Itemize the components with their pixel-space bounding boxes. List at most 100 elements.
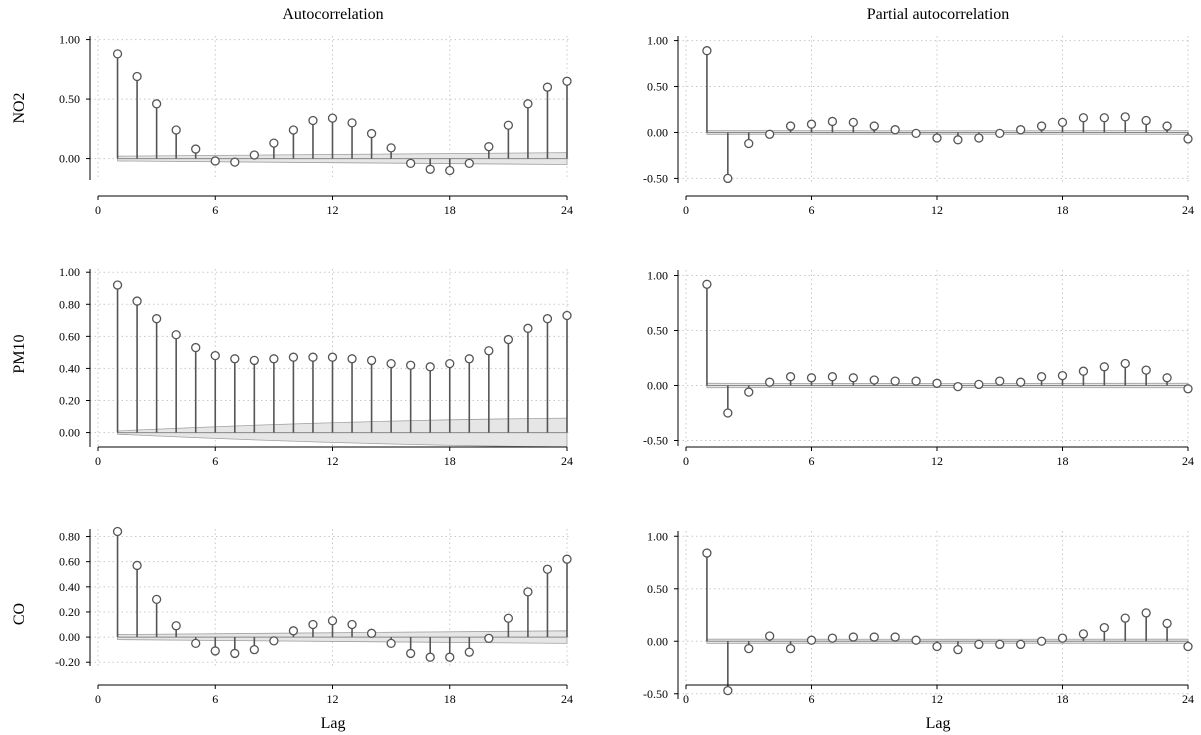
marker-lag-15 bbox=[386, 638, 396, 649]
marker-lag-10 bbox=[288, 626, 299, 636]
y-tick-label: 0.00 bbox=[647, 125, 668, 139]
marker-lag-10 bbox=[288, 125, 299, 135]
x-tick-label: 6 bbox=[212, 692, 218, 706]
marker-lag-17 bbox=[1036, 372, 1047, 382]
marker-lag-14 bbox=[974, 133, 984, 143]
marker-lag-2 bbox=[132, 71, 142, 82]
marker-lag-1 bbox=[702, 548, 712, 558]
marker-lag-18 bbox=[445, 358, 455, 369]
marker-lag-19 bbox=[1078, 113, 1089, 123]
x-tick-label: 12 bbox=[327, 203, 339, 217]
marker-lag-14 bbox=[366, 355, 377, 366]
marker-lag-6 bbox=[210, 646, 220, 656]
y-tick-label: 1.00 bbox=[59, 33, 80, 47]
x-tick-label: 24 bbox=[1182, 692, 1194, 706]
marker-lag-17 bbox=[425, 362, 435, 372]
marker-lag-11 bbox=[911, 128, 921, 139]
marker-lag-23 bbox=[1162, 373, 1172, 383]
marker-lag-6 bbox=[210, 156, 220, 166]
marker-lag-13 bbox=[953, 381, 963, 392]
marker-lag-15 bbox=[995, 639, 1005, 650]
marker-lag-21 bbox=[503, 120, 514, 130]
marker-lag-9 bbox=[869, 632, 879, 642]
marker-lag-20 bbox=[484, 346, 494, 356]
x-tick-label: 12 bbox=[931, 203, 943, 217]
marker-lag-9 bbox=[869, 121, 879, 131]
x-tick-label: 0 bbox=[95, 454, 101, 468]
x-tick-label: 24 bbox=[561, 203, 573, 217]
marker-lag-11 bbox=[911, 635, 921, 645]
marker-lag-5 bbox=[191, 144, 201, 154]
x-tick-label: 12 bbox=[327, 454, 339, 468]
x-tick-label: 12 bbox=[931, 692, 943, 706]
marker-lag-23 bbox=[1162, 121, 1172, 131]
x-tick-label: 24 bbox=[1182, 203, 1194, 217]
marker-lag-16 bbox=[1016, 377, 1026, 387]
marker-lag-23 bbox=[542, 564, 553, 574]
y-tick-label: 0.40 bbox=[59, 361, 80, 375]
marker-lag-16 bbox=[1016, 639, 1026, 650]
y-tick-label: 0.00 bbox=[59, 152, 80, 166]
marker-lag-12 bbox=[327, 113, 338, 123]
marker-lag-11 bbox=[911, 376, 921, 386]
marker-lag-2 bbox=[723, 685, 733, 696]
marker-lag-18 bbox=[1057, 370, 1068, 381]
marker-lag-16 bbox=[406, 360, 416, 370]
marker-lag-4 bbox=[171, 125, 181, 135]
marker-lag-3 bbox=[744, 387, 754, 397]
marker-lag-5 bbox=[191, 342, 201, 353]
marker-lag-7 bbox=[230, 354, 240, 364]
marker-lag-3 bbox=[744, 643, 754, 654]
marker-lag-6 bbox=[210, 350, 220, 361]
marker-lag-11 bbox=[308, 619, 318, 630]
marker-lag-5 bbox=[785, 372, 796, 382]
y-tick-label: 0.50 bbox=[59, 92, 80, 106]
marker-lag-13 bbox=[347, 118, 357, 128]
marker-lag-1 bbox=[112, 526, 123, 537]
x-tick-label: 6 bbox=[809, 454, 815, 468]
marker-lag-6 bbox=[806, 373, 817, 383]
marker-lag-13 bbox=[953, 135, 963, 145]
x-tick-label: 0 bbox=[683, 203, 689, 217]
marker-lag-14 bbox=[974, 639, 984, 650]
panel-co-acf: -0.20 0.00 0.20 0.40 0.60 0.80 0 6 12 18 24 bbox=[55, 526, 573, 706]
panel-pm10-pacf: -0.50 0.00 0.50 1.00 0 6 12 18 24 bbox=[643, 269, 1194, 469]
marker-lag-13 bbox=[347, 619, 357, 630]
marker-lag-24 bbox=[1183, 641, 1193, 652]
marker-lag-2 bbox=[723, 173, 733, 184]
y-tick-label: 1.00 bbox=[647, 529, 668, 543]
x-tick-label: 24 bbox=[561, 692, 573, 706]
marker-lag-16 bbox=[406, 158, 416, 168]
marker-lag-21 bbox=[503, 334, 514, 345]
marker-lag-3 bbox=[151, 594, 162, 605]
marker-lag-13 bbox=[953, 645, 963, 655]
marker-lag-1 bbox=[702, 46, 712, 56]
x-tick-label: 18 bbox=[1057, 692, 1069, 706]
marker-lag-24 bbox=[562, 554, 572, 564]
marker-lag-2 bbox=[132, 560, 142, 571]
marker-lag-3 bbox=[151, 314, 162, 324]
y-tick-label: 0.50 bbox=[647, 582, 668, 596]
panel-co-pacf: -0.50 0.00 0.50 1.00 0 6 12 18 24 bbox=[643, 529, 1194, 706]
y-tick-label: 0.40 bbox=[59, 580, 80, 594]
x-tick-label: 12 bbox=[931, 454, 943, 468]
marker-lag-8 bbox=[249, 150, 259, 160]
marker-lag-22 bbox=[1141, 365, 1151, 375]
y-tick-label: 0.00 bbox=[647, 379, 668, 393]
marker-lag-4 bbox=[765, 377, 775, 387]
x-tick-label: 0 bbox=[95, 692, 101, 706]
marker-lag-5 bbox=[785, 121, 796, 131]
marker-lag-23 bbox=[1162, 618, 1172, 629]
column-title-acf: Autocorrelation bbox=[282, 6, 383, 23]
row-label-co: CO bbox=[11, 603, 28, 625]
x-tick-label: 24 bbox=[561, 454, 573, 468]
marker-lag-5 bbox=[785, 643, 796, 654]
marker-lag-13 bbox=[347, 354, 357, 364]
marker-lag-20 bbox=[1099, 362, 1109, 372]
marker-lag-10 bbox=[890, 376, 900, 386]
marker-lag-20 bbox=[484, 633, 494, 643]
x-tick-label: 0 bbox=[683, 692, 689, 706]
marker-lag-10 bbox=[890, 632, 900, 642]
marker-lag-7 bbox=[827, 116, 838, 127]
marker-lag-15 bbox=[995, 128, 1005, 139]
